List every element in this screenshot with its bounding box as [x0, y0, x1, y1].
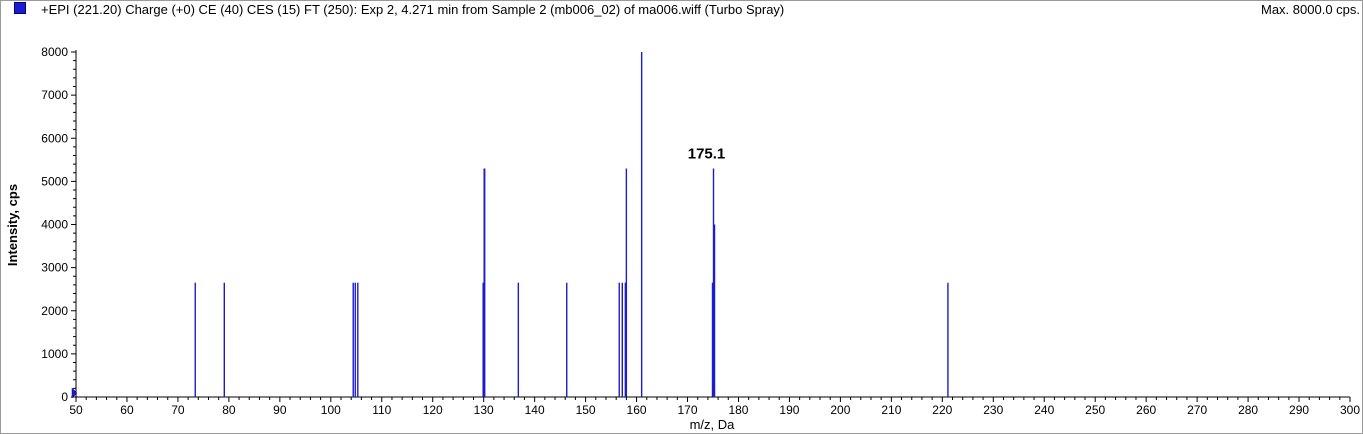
y-tick-label: 0 — [61, 390, 68, 404]
x-tick-label: 190 — [779, 403, 799, 417]
axes: 50 60 70 80 90 100 110 120 130 140 150 160 170 180 190… — [41, 45, 1360, 417]
y-tick-label: 2000 — [41, 304, 68, 318]
x-tick-label: 230 — [983, 403, 1003, 417]
x-tick-label: 70 — [171, 403, 185, 417]
legend-swatch-icon — [14, 2, 26, 14]
x-axis-label: m/z, Da — [690, 417, 736, 432]
x-tick-label: 290 — [1289, 403, 1309, 417]
y-tick-label: 3000 — [41, 261, 68, 275]
x-tick-label: 60 — [120, 403, 134, 417]
x-tick-label: 160 — [627, 403, 647, 417]
peak-annotation-label: 175.1 — [688, 145, 726, 162]
x-tick-label: 140 — [525, 403, 545, 417]
y-tick-label: 6000 — [41, 131, 68, 145]
peaks-layer — [194, 52, 949, 397]
origin-marker-icon — [71, 387, 78, 399]
x-tick-label: 120 — [423, 403, 443, 417]
x-tick-label: 100 — [321, 403, 341, 417]
x-tick-label: 150 — [576, 403, 596, 417]
x-tick-label: 280 — [1238, 403, 1258, 417]
x-tick-label: 250 — [1085, 403, 1105, 417]
y-tick-label: 5000 — [41, 174, 68, 188]
x-tick-label: 210 — [881, 403, 901, 417]
chart-title: +EPI (221.20) Charge (+0) CE (40) CES (1… — [41, 2, 785, 17]
x-tick-label: 80 — [222, 403, 236, 417]
x-tick-label: 240 — [1034, 403, 1054, 417]
y-axis-label: Intensity, cps — [5, 184, 20, 266]
x-tick-label: 260 — [1136, 403, 1156, 417]
x-tick-label: 50 — [69, 403, 83, 417]
y-tick-label: 7000 — [41, 88, 68, 102]
chart-header: +EPI (221.20) Charge (+0) CE (40) CES (1… — [0, 0, 1363, 22]
x-tick-label: 110 — [372, 403, 391, 417]
x-tick-label: 90 — [273, 403, 287, 417]
x-tick-label: 180 — [728, 403, 748, 417]
x-tick-label: 130 — [474, 403, 494, 417]
x-tick-label: 220 — [932, 403, 952, 417]
x-tick-label: 300 — [1340, 403, 1360, 417]
y-tick-label: 8000 — [41, 45, 68, 59]
annotations-layer: 175.1 — [688, 145, 726, 162]
max-intensity-readout: Max. 8000.0 cps. — [1261, 2, 1360, 17]
x-tick-label: 270 — [1187, 403, 1207, 417]
x-tick-label: 170 — [678, 403, 698, 417]
y-tick-label: 1000 — [41, 347, 68, 361]
y-tick-label: 4000 — [41, 218, 68, 232]
x-tick-label: 200 — [830, 403, 850, 417]
